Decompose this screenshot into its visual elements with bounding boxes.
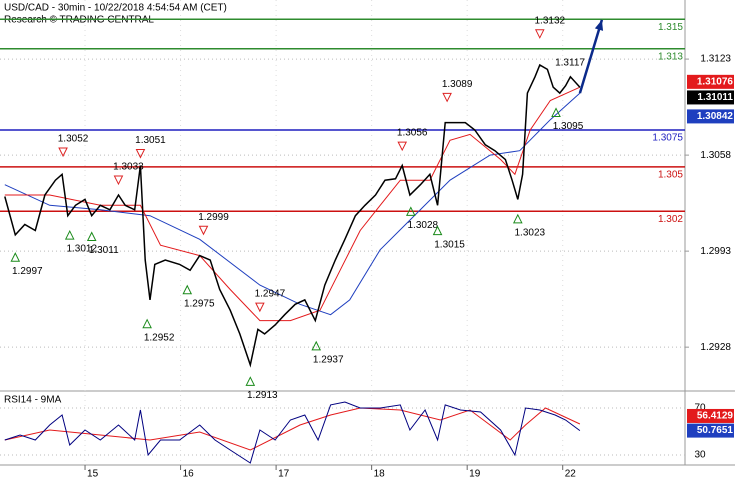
level-label: 1.315 xyxy=(658,22,683,33)
x-tick-label: 19 xyxy=(469,469,481,480)
x-tick-label: 17 xyxy=(278,469,290,480)
pivot-marker xyxy=(10,252,21,262)
pivot-label: 1.3132 xyxy=(534,15,565,26)
price-line xyxy=(4,63,581,368)
pivot-marker xyxy=(405,206,416,216)
forecast-arrow xyxy=(578,19,604,94)
price-tag-label: 56.4129 xyxy=(697,411,734,422)
pivot-marker xyxy=(245,376,256,386)
rsi-title: RSI14 - 9MA xyxy=(4,395,62,406)
pivot-marker xyxy=(551,107,561,117)
y-tick-label: 1.2928 xyxy=(700,342,731,353)
pivot-label: 1.3015 xyxy=(434,239,465,250)
pivot-marker xyxy=(397,141,408,152)
pivot-marker xyxy=(534,29,545,39)
pivot-label: 1.3023 xyxy=(515,227,546,238)
x-tick-label: 22 xyxy=(565,469,577,480)
pivot-marker xyxy=(182,284,193,295)
chart-title: USD/CAD - 30min - 10/22/2018 4:54:54 AM … xyxy=(4,3,227,14)
pivot-label: 1.2947 xyxy=(255,289,286,300)
pivot-label: 1.2997 xyxy=(12,266,43,277)
x-tick-label: 15 xyxy=(87,469,99,480)
y-tick-label: 1.3058 xyxy=(700,150,731,161)
pivot-label: 1.2913 xyxy=(247,390,278,401)
pivot-label: 1.3028 xyxy=(408,220,439,231)
pivot-label: 1.3033 xyxy=(113,162,144,173)
pivot-label: 1.3052 xyxy=(58,134,89,145)
pivot-marker xyxy=(513,213,523,224)
pivot-marker xyxy=(113,175,124,186)
price-tag-label: 50.7651 xyxy=(697,425,734,436)
pivot-label: 1.2975 xyxy=(184,298,215,309)
pivot-label: 1.3089 xyxy=(442,79,473,90)
pivot-marker xyxy=(58,147,68,158)
pivot-marker xyxy=(311,340,322,351)
pivot-label: 1.3012 xyxy=(66,244,97,255)
ma-slow-line xyxy=(4,92,581,316)
chart-subtitle: Research © TRADING CENTRAL xyxy=(4,15,154,26)
rsi-ma-line xyxy=(4,407,581,451)
pivot-marker xyxy=(142,318,152,329)
level-label: 1.313 xyxy=(658,51,683,62)
pivot-label: 1.3011 xyxy=(89,245,119,256)
y-tick-label: 30 xyxy=(694,450,706,461)
level-label: 1.305 xyxy=(658,170,683,181)
x-tick-label: 16 xyxy=(183,469,195,480)
y-tick-label: 1.3123 xyxy=(700,54,731,65)
pivot-marker xyxy=(442,92,452,103)
rsi-line xyxy=(4,401,581,464)
pivot-label: 1.3095 xyxy=(553,121,584,132)
pivot-label: 1.2952 xyxy=(144,332,175,343)
price-tag xyxy=(687,90,734,105)
x-tick-label: 18 xyxy=(374,469,386,480)
level-label: 1.3075 xyxy=(652,133,683,144)
pivot-marker xyxy=(198,225,209,236)
pivot-marker xyxy=(86,231,97,242)
pivot-marker xyxy=(135,148,146,159)
price-tag-label: 1.31011 xyxy=(697,92,733,103)
pivot-label: 1.3056 xyxy=(397,128,428,139)
pivot-label: 1.2937 xyxy=(313,355,344,366)
forecast-arrow-head xyxy=(594,19,604,31)
y-tick-label: 1.2993 xyxy=(700,246,731,257)
pivot-label: 1.3051 xyxy=(135,135,166,146)
price-tag-label: 1.30842 xyxy=(697,111,734,122)
level-label: 1.302 xyxy=(658,214,683,225)
pivot-marker xyxy=(64,229,75,240)
price-tag xyxy=(687,423,734,438)
price-tag xyxy=(687,74,734,89)
price-tag xyxy=(687,408,734,423)
price-tag xyxy=(687,109,734,124)
pivot-marker xyxy=(432,225,443,236)
pivot-marker xyxy=(255,302,265,313)
pivot-label: 1.3117 xyxy=(555,58,585,69)
price-tag-label: 1.31076 xyxy=(697,76,734,87)
pivot-label: 1.2999 xyxy=(198,212,229,223)
y-tick-label: 70 xyxy=(694,403,706,414)
